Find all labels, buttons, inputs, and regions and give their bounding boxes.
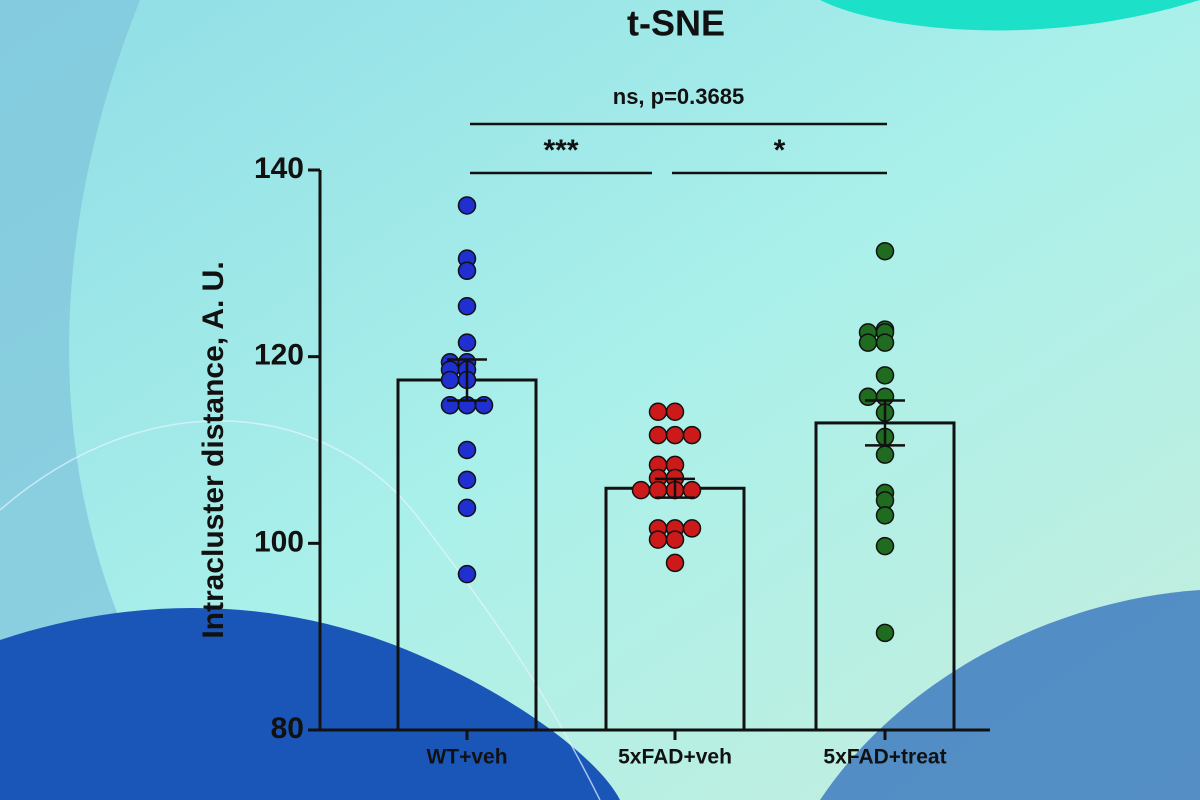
data-point	[875, 536, 895, 556]
decor-shape	[820, 0, 1200, 31]
decor-shape	[0, 0, 140, 640]
y-tick-label: 140	[254, 152, 304, 185]
data-point	[665, 402, 685, 421]
data-point	[665, 425, 685, 445]
data-point	[858, 333, 878, 352]
decor-shape	[820, 590, 1200, 800]
data-point	[474, 395, 494, 415]
significance-label: ***	[543, 134, 578, 167]
data-point	[665, 553, 685, 573]
data-point	[648, 480, 668, 500]
data-point	[682, 480, 702, 500]
data-point	[648, 425, 668, 445]
data-point	[682, 519, 702, 538]
data-point	[631, 480, 651, 500]
data-point	[875, 623, 895, 643]
significance-label: ns, p=0.3685	[613, 84, 744, 109]
significance-label: *	[774, 134, 786, 167]
data-point	[440, 370, 460, 390]
data-point	[457, 470, 477, 490]
data-point	[648, 402, 668, 421]
data-point	[875, 445, 895, 464]
y-tick-label: 120	[254, 339, 304, 372]
data-point	[457, 564, 477, 584]
data-point	[457, 333, 477, 352]
data-point	[875, 333, 895, 352]
data-point	[648, 530, 668, 549]
data-point	[858, 387, 878, 407]
y-axis-label: Intracluster distance, A. U.	[197, 261, 230, 638]
x-tick-label: WT+veh	[426, 746, 507, 769]
data-point	[875, 366, 895, 385]
data-point	[457, 261, 477, 281]
decor-line	[0, 420, 601, 800]
data-point	[875, 241, 895, 261]
data-point	[665, 530, 685, 549]
data-point	[457, 297, 477, 316]
data-point	[457, 440, 477, 460]
data-point	[457, 498, 477, 518]
y-tick-label: 100	[254, 525, 304, 558]
data-point	[875, 506, 895, 525]
data-point	[682, 425, 702, 445]
decor-shape	[0, 607, 620, 800]
x-tick-label: 5xFAD+veh	[618, 746, 732, 769]
y-tick-label: 80	[271, 712, 304, 745]
x-tick-label: 5xFAD+treat	[823, 746, 946, 769]
chart-title: t-SNE	[627, 3, 725, 44]
data-point	[440, 395, 460, 415]
data-point	[457, 196, 477, 215]
